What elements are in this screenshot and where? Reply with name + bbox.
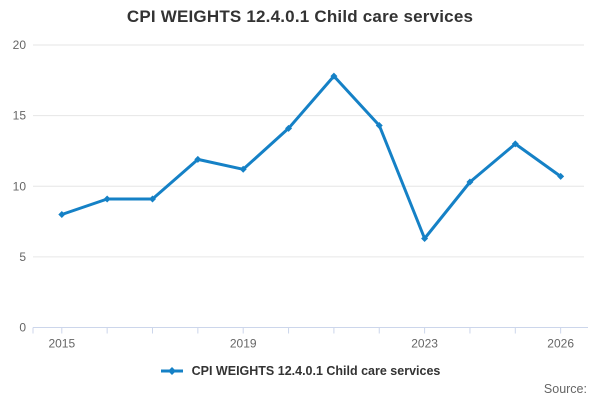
legend-series-label: CPI WEIGHTS 12.4.0.1 Child care services bbox=[191, 364, 441, 378]
data-point-marker[interactable] bbox=[239, 165, 247, 173]
x-axis-label: 2019 bbox=[230, 337, 257, 351]
data-point-marker[interactable] bbox=[285, 124, 293, 132]
data-point-marker[interactable] bbox=[103, 195, 111, 203]
data-point-marker[interactable] bbox=[58, 211, 66, 218]
data-point-marker[interactable] bbox=[421, 235, 429, 243]
data-point-marker[interactable] bbox=[511, 140, 519, 148]
series-line bbox=[60, 74, 563, 240]
data-point-marker[interactable] bbox=[194, 155, 202, 163]
chart-title: CPI WEIGHTS 12.4.0.1 Child care services bbox=[126, 7, 474, 26]
legend-item[interactable]: CPI WEIGHTS 12.4.0.1 Child care services bbox=[160, 364, 441, 378]
data-point-marker[interactable] bbox=[466, 178, 474, 186]
y-axis-label: 20 bbox=[13, 38, 27, 52]
legend: CPI WEIGHTS 12.4.0.1 Child care services bbox=[0, 364, 600, 378]
x-axis-label: 2023 bbox=[411, 337, 438, 351]
y-axis-label: 15 bbox=[13, 109, 27, 123]
x-axis-label: 2026 bbox=[547, 337, 574, 351]
data-point-marker[interactable] bbox=[149, 195, 156, 203]
y-axis-label: 0 bbox=[19, 321, 26, 335]
source-label: Source: bbox=[543, 382, 587, 396]
data-point-marker[interactable] bbox=[375, 122, 383, 130]
y-axis-label: 10 bbox=[13, 179, 27, 193]
series-marker-icon bbox=[160, 367, 183, 375]
data-point-marker[interactable] bbox=[557, 172, 565, 180]
x-axis-label: 2015 bbox=[48, 337, 75, 351]
data-point-marker[interactable] bbox=[330, 72, 338, 80]
y-axis-label: 5 bbox=[19, 250, 26, 264]
plot-area: 0 5 10 15 20 2015 2019 2023 2026 bbox=[13, 38, 588, 351]
